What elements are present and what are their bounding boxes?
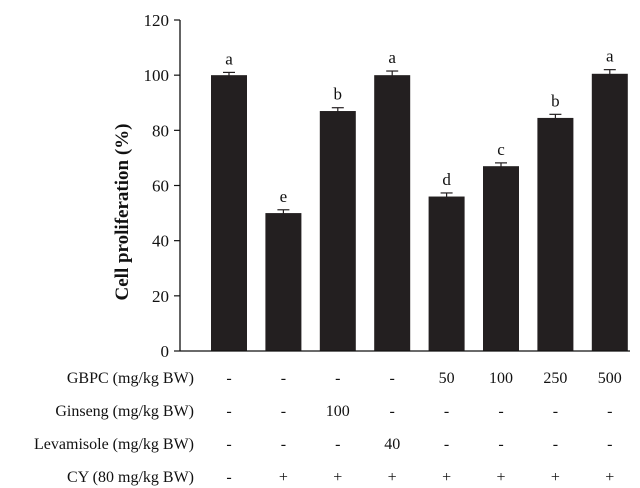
y-tick-label: 0: [161, 342, 170, 361]
bar: [319, 111, 356, 352]
treatment-cell: +: [442, 469, 451, 486]
y-tick-label: 120: [144, 11, 170, 30]
significance-label: d: [442, 170, 451, 189]
treatment-row-label: Ginseng (mg/kg BW): [55, 403, 194, 420]
bar: [483, 166, 519, 351]
bar: [428, 196, 465, 351]
treatment-cell: +: [551, 469, 560, 486]
treatment-cell: 100: [489, 370, 513, 387]
significance-label: b: [551, 91, 560, 110]
treatment-cell: -: [335, 436, 340, 453]
treatment-cell: -: [226, 436, 231, 453]
treatment-cell: 50: [439, 370, 455, 387]
significance-label: a: [606, 47, 614, 66]
treatment-cell: -: [553, 436, 558, 453]
bar: [265, 213, 302, 351]
treatment-cell: 250: [543, 370, 567, 387]
treatment-cell: -: [553, 403, 558, 420]
treatment-cell: -: [444, 436, 449, 453]
treatment-cell: +: [333, 469, 342, 486]
y-tick-label: 20: [152, 287, 169, 306]
significance-label: a: [388, 48, 396, 67]
significance-label: b: [334, 85, 343, 104]
treatment-cell: -: [390, 370, 395, 387]
treatment-cell: 500: [598, 370, 622, 387]
significance-label: e: [280, 187, 288, 206]
y-tick-label: 60: [152, 177, 169, 196]
treatment-cell: -: [281, 403, 286, 420]
treatment-cell: -: [607, 436, 612, 453]
treatment-cell: -: [226, 403, 231, 420]
treatment-cell: +: [279, 469, 288, 486]
bar: [374, 75, 411, 352]
treatment-cell: -: [498, 436, 503, 453]
treatment-cell: 40: [384, 436, 400, 453]
treatment-cell: -: [226, 370, 231, 387]
y-tick-label: 100: [144, 66, 170, 85]
treatment-cell: -: [498, 403, 503, 420]
y-axis-label: Cell proliferation (%): [112, 124, 133, 301]
treatment-cell: -: [390, 403, 395, 420]
treatment-cell: -: [607, 403, 612, 420]
treatment-cell: +: [388, 469, 397, 486]
treatment-row-label: Levamisole (mg/kg BW): [34, 436, 194, 453]
significance-label: a: [225, 49, 233, 68]
bar: [591, 73, 628, 351]
treatment-cell: +: [496, 469, 505, 486]
treatment-cell: +: [605, 469, 614, 486]
bar: [211, 75, 247, 352]
treatment-cell: 100: [326, 403, 350, 420]
treatment-cell: -: [226, 469, 231, 486]
significance-label: c: [497, 140, 505, 159]
bar: [537, 117, 574, 351]
treatment-cell: -: [281, 370, 286, 387]
treatment-row-label: GBPC (mg/kg BW): [67, 370, 194, 387]
treatment-cell: -: [281, 436, 286, 453]
y-tick-label: 80: [152, 121, 169, 140]
treatment-cell: -: [335, 370, 340, 387]
treatment-row-label: CY (80 mg/kg BW): [67, 469, 194, 486]
treatment-cell: -: [444, 403, 449, 420]
y-tick-label: 40: [152, 232, 169, 251]
